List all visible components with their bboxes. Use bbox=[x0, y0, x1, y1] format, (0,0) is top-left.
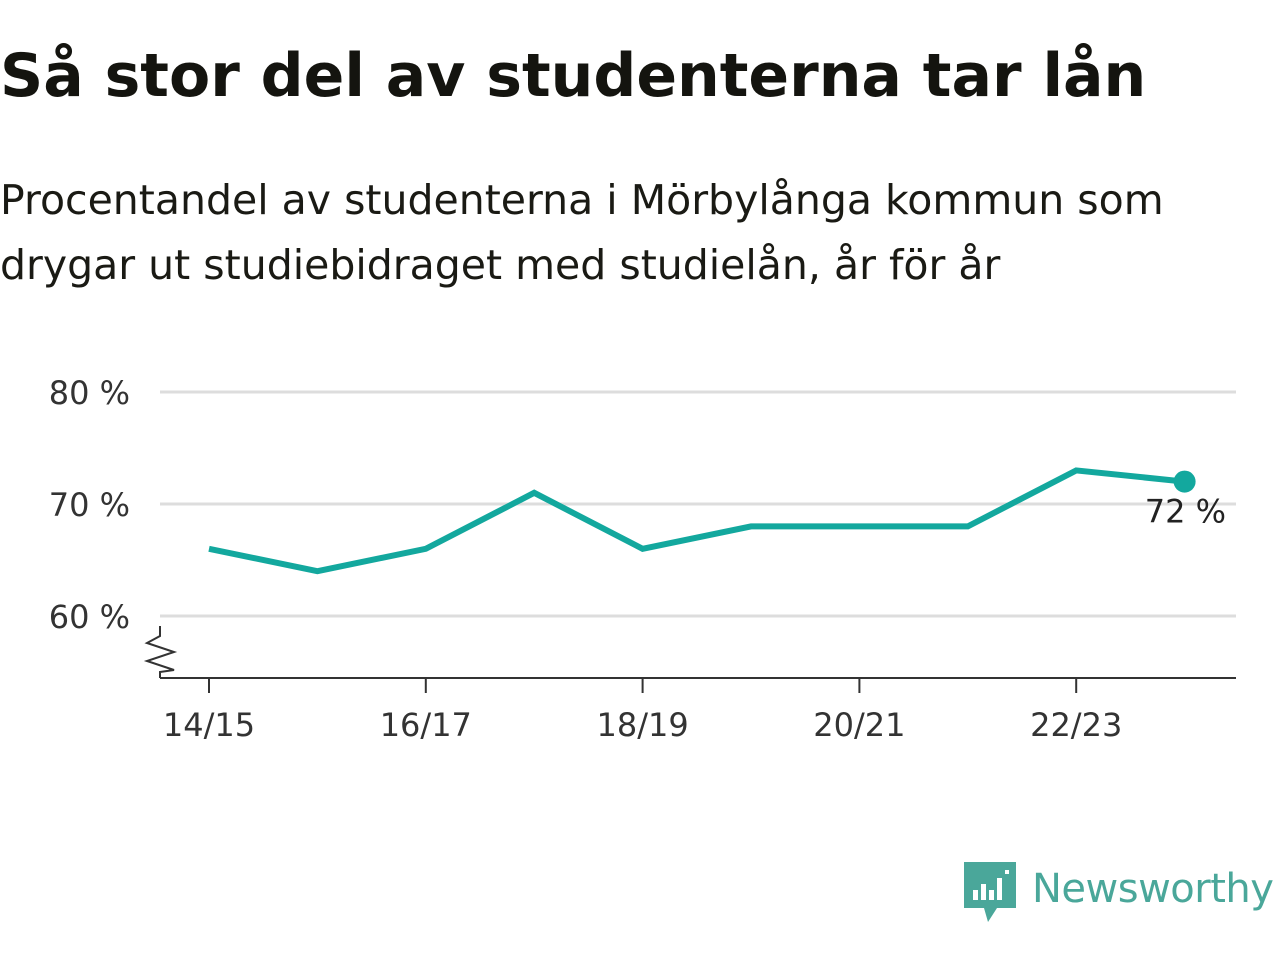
y-tick-label: 80 % bbox=[49, 374, 130, 412]
x-tick-label: 14/15 bbox=[163, 706, 255, 744]
series-line bbox=[208, 467, 1185, 575]
line-chart: 60 % 70 % 80 % 14/15 16/17 18/19 20/21 22/23 72 … bbox=[49, 374, 1236, 744]
x-tick-label: 16/17 bbox=[380, 706, 472, 744]
brand-logo: Newsworthy bbox=[964, 862, 1274, 926]
gridlines bbox=[160, 390, 1236, 618]
series-layer bbox=[208, 467, 1196, 575]
labels-layer: 60 % 70 % 80 % 14/15 16/17 18/19 20/21 22/23 72 … bbox=[49, 374, 1226, 744]
y-tick-label: 60 % bbox=[49, 598, 130, 636]
x-tick-label: 20/21 bbox=[813, 706, 905, 744]
newsworthy-logo-icon bbox=[964, 862, 1016, 922]
y-axis-break bbox=[143, 626, 178, 678]
chart-title: Så stor del av studenterna tar lån bbox=[0, 41, 1147, 111]
y-tick-label: 70 % bbox=[49, 486, 130, 524]
brand-name: Newsworthy bbox=[1032, 866, 1274, 912]
chart-subtitle: Procentandel av studenterna i Mörbylånga… bbox=[0, 176, 1164, 289]
last-point-marker bbox=[1173, 470, 1196, 493]
x-axis bbox=[143, 626, 1236, 693]
last-value-label: 72 % bbox=[1145, 493, 1226, 531]
x-tick-label: 18/19 bbox=[596, 706, 688, 744]
x-tick-label: 22/23 bbox=[1030, 706, 1122, 744]
